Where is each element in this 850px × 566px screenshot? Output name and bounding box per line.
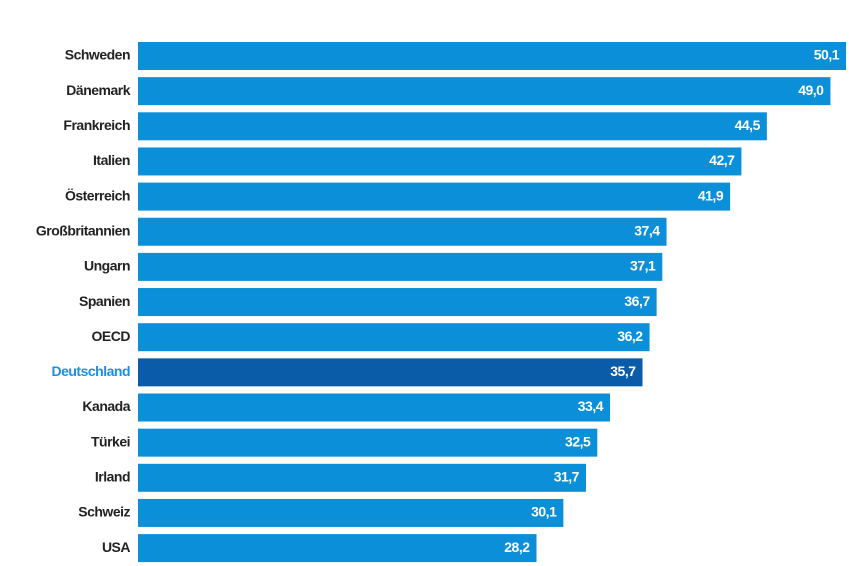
bar	[138, 42, 846, 70]
bar	[138, 428, 598, 457]
category-label: OECD	[92, 328, 131, 344]
value-label: 32,5	[565, 433, 591, 449]
value-label: 30,1	[531, 504, 557, 520]
bar	[138, 77, 831, 106]
value-label: 36,7	[624, 293, 650, 309]
value-label: 33,4	[578, 398, 604, 414]
bar	[138, 217, 667, 246]
category-label: Ungarn	[84, 258, 130, 274]
bar	[138, 393, 610, 422]
category-label: Schweden	[65, 47, 130, 63]
value-label: 50,1	[814, 47, 840, 63]
bar	[138, 147, 742, 176]
bar	[138, 358, 643, 387]
bar	[138, 463, 586, 492]
bar	[138, 323, 650, 352]
value-label: 41,9	[698, 187, 724, 203]
bar	[138, 498, 564, 527]
bar	[138, 288, 657, 317]
category-label: Türkei	[91, 433, 130, 449]
value-label: 28,2	[504, 539, 530, 555]
value-label: 37,1	[630, 258, 656, 274]
bar	[138, 182, 731, 211]
category-label: Irland	[95, 469, 130, 485]
category-label: Frankreich	[63, 117, 130, 133]
category-label: Deutschland	[51, 363, 130, 379]
category-label: Großbritannien	[36, 222, 130, 238]
category-label: Österreich	[65, 187, 130, 203]
value-label: 36,2	[617, 328, 643, 344]
category-label: Dänemark	[66, 82, 130, 98]
value-label: 35,7	[610, 363, 636, 379]
category-label: Kanada	[82, 398, 130, 414]
category-label: Spanien	[79, 293, 130, 309]
value-label: 37,4	[634, 222, 660, 238]
category-label: Italien	[93, 152, 130, 168]
value-label: 31,7	[554, 469, 580, 485]
value-label: 44,5	[735, 117, 761, 133]
category-label: Schweiz	[78, 504, 130, 520]
value-label: 49,0	[798, 82, 824, 98]
bar	[138, 252, 663, 281]
category-label: USA	[102, 539, 130, 555]
bar	[138, 534, 537, 563]
value-label: 42,7	[709, 152, 735, 168]
bar	[138, 112, 767, 141]
